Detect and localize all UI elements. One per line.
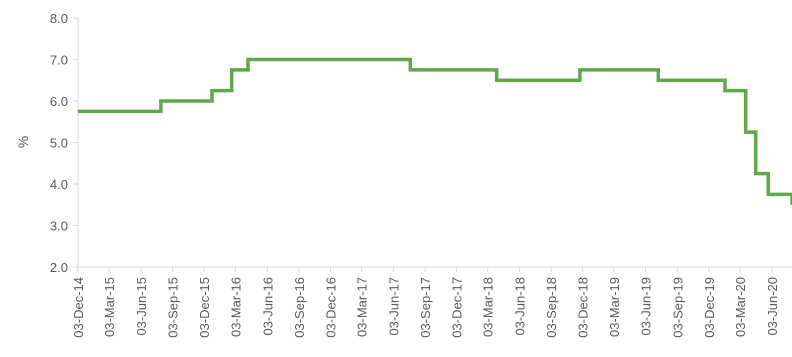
x-tick-label: 03-Sep-17 bbox=[418, 277, 433, 338]
x-tick-label: 03-Jun-16 bbox=[260, 277, 275, 336]
x-tick-label: 03-Mar-20 bbox=[733, 277, 748, 337]
x-tick-label: 03-Jun-17 bbox=[386, 277, 401, 336]
rate-series-line bbox=[78, 57, 792, 205]
x-tick-label: 03-Sep-15 bbox=[166, 277, 181, 338]
x-tick-label: 03-Dec-19 bbox=[702, 277, 717, 338]
x-tick-label: 03-Dec-14 bbox=[71, 277, 86, 338]
y-tick-label: 8.0 bbox=[50, 11, 68, 26]
y-tick-label: 4.0 bbox=[50, 177, 68, 192]
x-tick-label: 03-Mar-15 bbox=[102, 277, 117, 337]
x-tick-label: 03-Jun-19 bbox=[639, 277, 654, 336]
x-tick-label: 03-Sep-19 bbox=[670, 277, 685, 338]
x-tick-label: 03-Mar-18 bbox=[481, 277, 496, 337]
x-tick-label: 03-Jun-20 bbox=[765, 277, 780, 336]
x-tick-label: 03-Dec-15 bbox=[197, 277, 212, 338]
y-axis-label: % bbox=[15, 136, 31, 148]
x-tick-label: 03-Sep-18 bbox=[544, 277, 559, 338]
x-tick-label: 03-Dec-18 bbox=[576, 277, 591, 338]
x-tick-label: 03-Dec-17 bbox=[450, 277, 465, 338]
y-tick-label: 7.0 bbox=[50, 53, 68, 68]
x-tick-label: 03-Dec-16 bbox=[324, 277, 339, 338]
x-tick-label: 03-Mar-16 bbox=[229, 277, 244, 337]
y-tick-label: 3.0 bbox=[50, 219, 68, 234]
x-tick-label: 03-Jun-18 bbox=[512, 277, 527, 336]
y-tick-label: 6.0 bbox=[50, 94, 68, 109]
y-tick-label: 2.0 bbox=[50, 260, 68, 275]
x-tick-label: 03-Sep-16 bbox=[292, 277, 307, 338]
x-tick-label: 03-Mar-17 bbox=[355, 277, 370, 337]
y-tick-label: 5.0 bbox=[50, 136, 68, 151]
x-tick-label: 03-Mar-19 bbox=[607, 277, 622, 337]
x-tick-label: 03-Jun-15 bbox=[134, 277, 149, 336]
